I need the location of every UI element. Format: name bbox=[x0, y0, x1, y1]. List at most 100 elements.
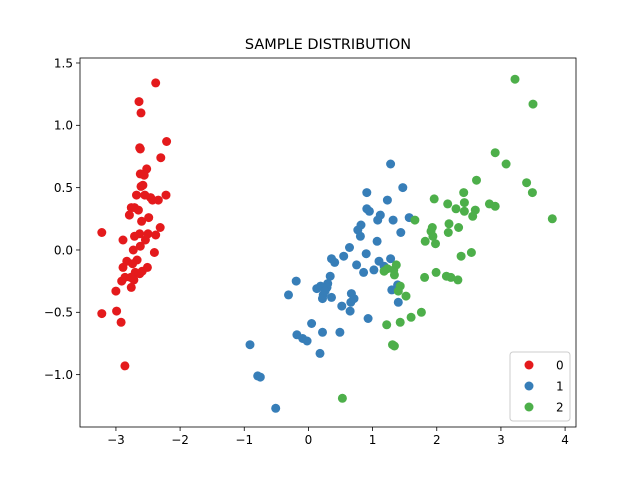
scatter-point-series-0 bbox=[112, 306, 122, 316]
scatter-point-series-0 bbox=[128, 259, 138, 269]
scatter-point-series-0 bbox=[151, 230, 161, 240]
scatter-point-series-0 bbox=[144, 213, 154, 223]
scatter-point-series-2 bbox=[528, 99, 538, 109]
scatter-point-series-2 bbox=[389, 270, 399, 280]
y-tick-label: −0.5 bbox=[44, 306, 73, 320]
scatter-point-series-2 bbox=[388, 340, 397, 350]
x-tick-label: 1 bbox=[369, 433, 377, 447]
x-tick-label: 2 bbox=[433, 433, 441, 447]
scatter-point-series-1 bbox=[318, 327, 327, 337]
scatter-point-series-2 bbox=[472, 175, 481, 185]
legend: 0 1 2 bbox=[509, 351, 571, 422]
scatter-point-series-2 bbox=[547, 214, 557, 224]
scatter-point-series-1 bbox=[337, 301, 347, 311]
scatter-point-series-2 bbox=[522, 178, 532, 188]
scatter-point-series-1 bbox=[284, 290, 293, 300]
scatter-point-series-1 bbox=[355, 231, 365, 241]
chart-title: SAMPLE DISTRIBUTION bbox=[245, 37, 411, 53]
scatter-point-series-1 bbox=[398, 183, 408, 193]
scatter-point-series-1 bbox=[346, 297, 356, 307]
scatter-point-series-2 bbox=[454, 223, 464, 232]
legend-label-2: 2 bbox=[556, 400, 564, 414]
y-tick-label: 1.0 bbox=[54, 119, 73, 133]
scatter-point-series-0 bbox=[129, 275, 139, 285]
scatter-point-series-2 bbox=[431, 267, 441, 277]
scatter-point-series-1 bbox=[307, 319, 317, 328]
scatter-point-series-0 bbox=[136, 108, 146, 118]
scatter-point-series-1 bbox=[339, 251, 349, 261]
scatter-point-series-2 bbox=[429, 194, 439, 204]
scatter-point-series-0 bbox=[124, 210, 134, 220]
y-tick-label: 0.0 bbox=[54, 243, 73, 257]
scatter-point-series-0 bbox=[130, 231, 139, 241]
scatter-point-series-1 bbox=[255, 372, 265, 382]
scatter-point-series-0 bbox=[162, 137, 172, 146]
scatter-point-series-2 bbox=[459, 198, 469, 208]
scatter-point-series-0 bbox=[151, 78, 161, 88]
scatter-point-series-1 bbox=[335, 327, 345, 337]
scatter-point-series-0 bbox=[118, 262, 128, 272]
scatter-point-series-2 bbox=[456, 251, 466, 261]
scatter-point-series-0 bbox=[134, 97, 144, 107]
scatter-point-series-2 bbox=[453, 275, 463, 285]
scatter-point-series-1 bbox=[352, 260, 362, 270]
scatter-point-series-2 bbox=[428, 231, 438, 241]
scatter-point-series-2 bbox=[420, 236, 430, 246]
scatter-point-series-2 bbox=[501, 159, 511, 169]
scatter-point-series-1 bbox=[363, 314, 373, 323]
x-tick-label: 3 bbox=[497, 433, 505, 447]
scatter-point-series-1 bbox=[325, 271, 335, 281]
scatter-point-series-1 bbox=[271, 403, 281, 413]
x-tick-label: −2 bbox=[171, 433, 189, 447]
x-tick-label: 4 bbox=[561, 433, 569, 447]
scatter-point-series-2 bbox=[451, 204, 461, 214]
scatter-point-series-1 bbox=[302, 336, 312, 346]
scatter-point-series-0 bbox=[118, 235, 128, 245]
scatter-point-series-0 bbox=[137, 216, 147, 226]
scatter-point-series-1 bbox=[372, 236, 382, 246]
scatter-point-series-0 bbox=[148, 195, 157, 205]
scatter-point-series-1 bbox=[330, 257, 340, 267]
scatter-point-series-0 bbox=[135, 241, 145, 251]
scatter-point-series-1 bbox=[312, 284, 322, 294]
scatter-point-series-1 bbox=[345, 306, 355, 316]
scatter-point-series-2 bbox=[337, 393, 347, 403]
scatter-point-series-2 bbox=[466, 248, 476, 257]
scatter-point-series-1 bbox=[382, 195, 392, 205]
scatter-point-series-1 bbox=[388, 215, 398, 225]
scatter-point-series-2 bbox=[468, 211, 478, 221]
scatter-point-series-0 bbox=[120, 361, 130, 371]
scatter-point-series-0 bbox=[155, 223, 165, 232]
y-axis-ticks: −1.0 −0.5 0.0 0.5 1.0 1.5 bbox=[44, 56, 80, 382]
x-tick-label: −1 bbox=[235, 433, 253, 447]
scatter-point-series-0 bbox=[135, 144, 145, 154]
legend-marker-0 bbox=[524, 360, 534, 370]
scatter-point-series-2 bbox=[410, 215, 420, 225]
scatter-point-series-0 bbox=[111, 286, 121, 296]
scatter-point-series-2 bbox=[431, 239, 440, 249]
scatter-point-series-0 bbox=[117, 276, 127, 286]
scatter-point-series-0 bbox=[149, 248, 159, 257]
legend-box bbox=[509, 351, 571, 422]
scatter-point-series-1 bbox=[315, 348, 325, 358]
scatter-point-series-0 bbox=[156, 153, 166, 163]
scatter-point-series-1 bbox=[291, 276, 301, 286]
plot-frame bbox=[79, 57, 577, 428]
scatter-point-series-2 bbox=[416, 307, 426, 317]
scatter-point-series-1 bbox=[386, 159, 396, 169]
scatter-point-series-0 bbox=[140, 235, 150, 245]
scatter-point-series-2 bbox=[446, 272, 456, 282]
scatter-point-series-0 bbox=[135, 269, 145, 279]
legend-label-1: 1 bbox=[556, 379, 564, 393]
x-tick-label: −3 bbox=[107, 433, 125, 447]
scatter-point-series-1 bbox=[361, 249, 371, 259]
scatter-point-series-2 bbox=[490, 201, 500, 211]
scatter-point-series-1 bbox=[369, 265, 379, 275]
scatter-point-series-1 bbox=[345, 243, 354, 252]
scatter-point-series-2 bbox=[379, 266, 389, 276]
scatter-point-series-2 bbox=[382, 320, 392, 330]
scatter-point-series-2 bbox=[510, 74, 520, 84]
scatter-point-series-2 bbox=[401, 291, 411, 301]
scatter-point-series-0 bbox=[97, 309, 107, 319]
scatter-point-series-1 bbox=[318, 294, 327, 304]
